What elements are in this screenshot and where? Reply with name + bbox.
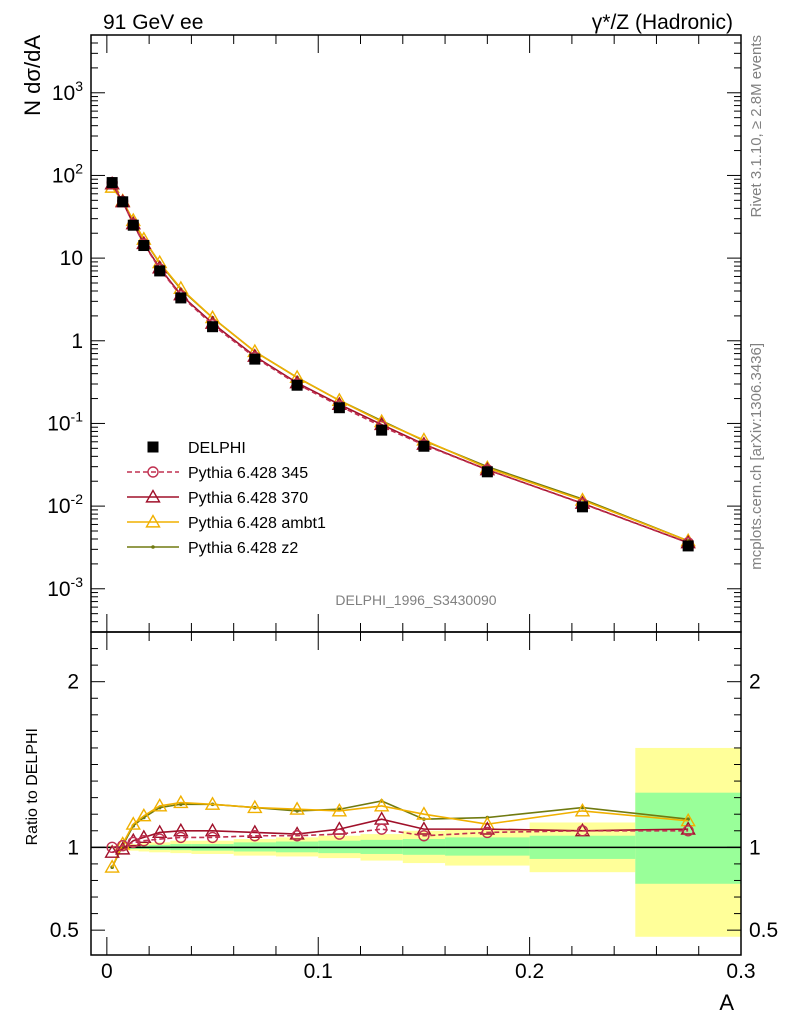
ratio-point: [416, 821, 432, 835]
band-green: [445, 837, 530, 856]
x-tick-label: 0: [101, 960, 113, 983]
data-point: [376, 424, 388, 436]
header-left: 91 GeV ee: [103, 11, 203, 34]
legend: DELPHI Pythia 6.428 345 Pythia 6.428 370 Py…: [127, 440, 326, 557]
main-ytick-label: 10-2: [47, 491, 83, 518]
ratio-point: [136, 807, 152, 822]
main-ytick-label: 102: [52, 160, 83, 187]
data-point: [127, 219, 139, 231]
ratio-point: [151, 798, 168, 812]
ratio-point: [153, 833, 166, 845]
legend-label: Pythia 6.428 345: [188, 465, 308, 482]
series-line: [111, 182, 689, 544]
ratio-point: [418, 830, 430, 842]
ratio-point: [204, 796, 221, 810]
ratio-point: [125, 816, 141, 830]
legend-marker: [147, 441, 159, 453]
ratio-point: [289, 826, 305, 840]
data-point: [207, 321, 219, 333]
main-ytick-label: 103: [52, 78, 83, 105]
data-point: [418, 440, 430, 452]
x-axis-label: A: [719, 990, 734, 1015]
x-tick-label: 0.2: [515, 960, 544, 983]
ratio-point: [115, 841, 131, 855]
ratio-point: [204, 822, 221, 837]
ratio-point: [375, 823, 388, 835]
ratio-point: [331, 802, 348, 817]
x-tick-label: 0.1: [304, 960, 333, 983]
ratio-ytick-label: 0.5: [50, 919, 79, 942]
ratio-point: [117, 839, 129, 852]
ratio-point: [481, 826, 494, 839]
data-point: [481, 466, 493, 478]
ratio-point: [416, 806, 432, 820]
ratio-point: [125, 832, 141, 847]
data-point: [106, 177, 118, 189]
ratio-point: [289, 801, 305, 815]
series-line: [111, 186, 689, 542]
ratio-point: [373, 798, 390, 812]
main-ytick-label: 10-3: [47, 574, 83, 601]
data-point: [291, 379, 303, 391]
legend-label: Pythia 6.428 ambt1: [188, 515, 326, 532]
data-point: [249, 353, 261, 365]
band-green: [635, 792, 741, 884]
analysis-watermark: DELPHI_1996_S3430090: [335, 592, 496, 608]
ratio-point: [249, 830, 261, 842]
main-ytick-label: 1: [71, 330, 83, 353]
ratio-point: [173, 794, 189, 809]
data-point: [175, 292, 187, 304]
ratio-point: [291, 830, 303, 842]
data-point: [154, 265, 166, 277]
data-point: [576, 501, 588, 513]
ratio-point: [574, 802, 591, 817]
ratio-point: [104, 859, 120, 873]
ratio-point: [682, 825, 694, 837]
header-right: γ*/Z (Hadronic): [592, 11, 733, 34]
legend-marker: [145, 514, 161, 528]
ratio-point: [173, 822, 189, 837]
ratio-point: [206, 831, 219, 844]
legend-marker: [147, 466, 159, 478]
ratio-point: [151, 824, 168, 839]
main-ytick-label: 10: [60, 247, 83, 270]
ratio-point: [680, 821, 696, 835]
axes: 10-3 10-2 10-1 1 10 102 103 0 0.1 0.2 0.3 0.5 0.5 1 1 2…: [47, 34, 778, 983]
ratio-point: [576, 825, 589, 837]
ratio-point: [106, 841, 118, 854]
legend-label: Pythia 6.428 370: [188, 490, 308, 507]
series-line: [111, 183, 689, 544]
ratio-ytick-label: 2: [67, 671, 79, 694]
main-plot-area: [104, 175, 696, 552]
ratio-frame: [90, 631, 742, 956]
side-text-bottom: mcplots.cern.ch [arXiv:1306.3436]: [748, 343, 765, 570]
main-ytick-label: 10-1: [47, 408, 83, 435]
ratio-ytick-label: 0.5: [749, 919, 778, 942]
ratio-ytick-label: 1: [67, 836, 79, 859]
data-point: [117, 196, 129, 208]
ratio-point: [127, 836, 139, 849]
side-text-top: Rivet 3.1.10, ≥ 2.8M events: [748, 35, 765, 218]
legend-marker: [151, 545, 155, 549]
x-tick-label: 0.3: [726, 960, 755, 983]
ratio-ytick-label: 1: [749, 836, 761, 859]
ratio-point: [175, 831, 187, 844]
ratio-uncertainty-bands: [91, 747, 741, 937]
data-point: [682, 540, 694, 552]
ratio-point: [138, 835, 150, 847]
ratio-line: [112, 828, 689, 849]
legend-marker: [145, 489, 161, 503]
ratio-point: [333, 828, 346, 840]
ratio-point: [247, 799, 263, 814]
data-point: [138, 240, 150, 252]
legend-label: Pythia 6.428 z2: [188, 540, 298, 557]
series-line: [111, 186, 689, 542]
data-point: [333, 402, 345, 414]
ratio-ytick-label: 2: [749, 671, 761, 694]
main-ylabel: N dσ/dA: [20, 35, 45, 116]
legend-label: DELPHI: [188, 440, 246, 457]
ratio-plot-area: [104, 794, 696, 873]
ratio-ylabel: Ratio to DELPHI: [24, 728, 41, 845]
